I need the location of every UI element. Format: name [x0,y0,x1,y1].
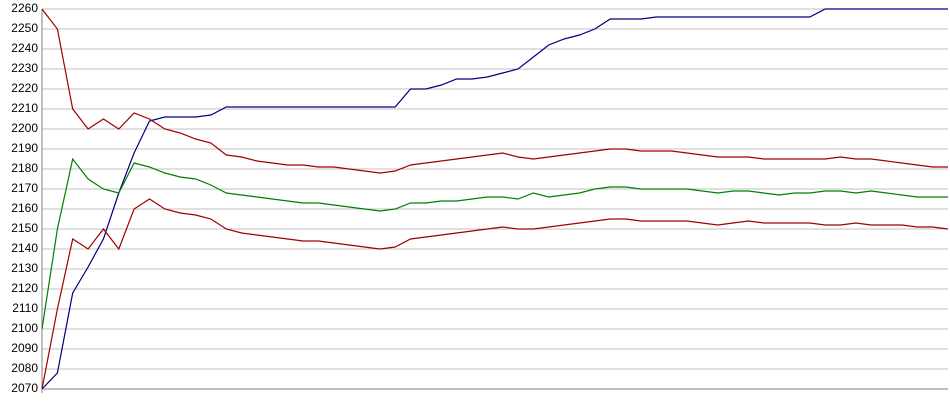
y-tick-label: 2200 [11,121,38,135]
y-tick-label: 2150 [11,221,38,235]
y-tick-label: 2070 [11,381,38,395]
y-tick-label: 2210 [11,101,38,115]
y-tick-label: 2090 [11,341,38,355]
y-tick-label: 2230 [11,61,38,75]
y-tick-label: 2140 [11,241,38,255]
y-tick-label: 2130 [11,261,38,275]
series-line [41,198,949,390]
y-tick-label: 2160 [11,201,38,215]
series-line [41,157,948,330]
series-line [41,8,948,390]
y-tick-label: 2170 [11,181,38,195]
y-tick-label: 2100 [11,321,38,335]
y-tick-label: 2110 [12,301,38,315]
y-tick-label: 2120 [11,281,38,295]
y-tick-label: 2250 [11,21,38,35]
y-tick-label: 2220 [11,81,38,95]
y-tick-label: 2190 [11,141,38,155]
y-tick-label: 2260 [11,1,38,15]
y-tick-label: 2240 [11,41,38,55]
y-tick-label: 2080 [11,361,38,375]
y-tick-label: 2180 [11,161,38,175]
series-line [41,8,948,174]
